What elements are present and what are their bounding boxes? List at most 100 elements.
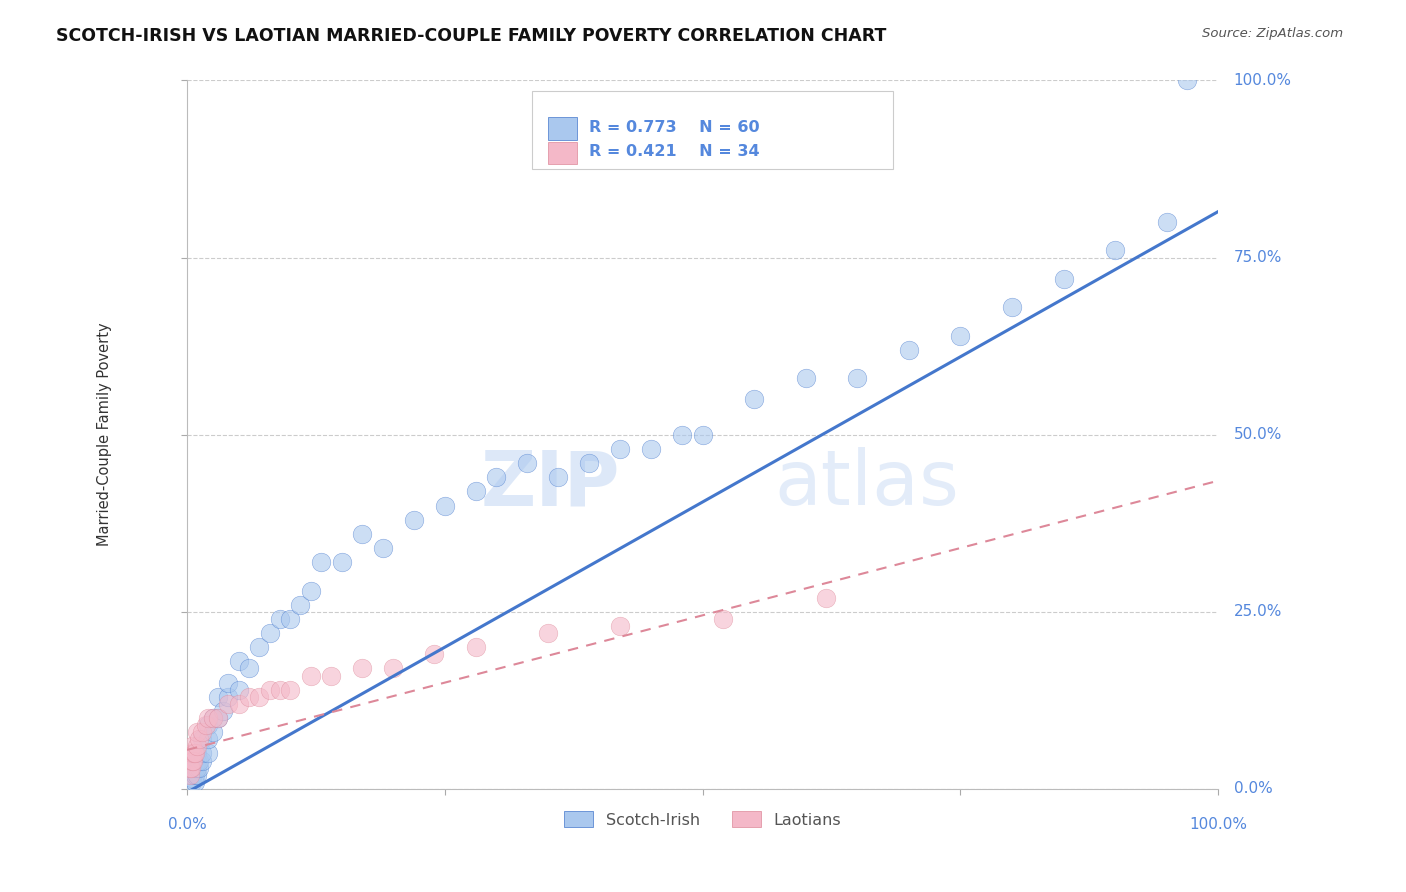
Point [815, 591, 838, 605]
Point [278, 612, 301, 626]
Point [247, 640, 270, 655]
Point [711, 612, 734, 626]
Point [1156, 215, 1178, 229]
Point [692, 427, 714, 442]
Text: Source: ZipAtlas.com: Source: ZipAtlas.com [1202, 27, 1343, 40]
Point [197, 747, 219, 761]
Point [180, 761, 202, 775]
Point [1175, 73, 1198, 87]
Point [382, 661, 405, 675]
Text: 75.0%: 75.0% [1233, 250, 1282, 265]
Point [186, 768, 208, 782]
Point [207, 711, 229, 725]
Point [217, 697, 239, 711]
Point [228, 654, 250, 668]
Text: ZIP: ZIP [481, 447, 620, 521]
Point [1001, 300, 1024, 314]
Point [537, 626, 560, 640]
Point [186, 725, 208, 739]
Point [247, 690, 270, 704]
Point [742, 392, 765, 407]
Point [181, 764, 204, 779]
Point [186, 739, 208, 754]
Point [191, 732, 214, 747]
Point [640, 442, 662, 456]
Point [299, 583, 322, 598]
Point [228, 697, 250, 711]
Point [212, 704, 235, 718]
Point [433, 499, 456, 513]
Point [186, 761, 208, 775]
Text: Married-Couple Family Poverty: Married-Couple Family Poverty [97, 323, 112, 547]
Point [402, 513, 425, 527]
Point [191, 747, 214, 761]
Point [186, 747, 208, 761]
Point [238, 690, 260, 704]
Point [191, 754, 214, 768]
Bar [533, 91, 893, 169]
Point [228, 682, 250, 697]
Point [181, 768, 204, 782]
Point [949, 328, 972, 343]
Text: 0.0%: 0.0% [1233, 781, 1272, 797]
Point [181, 774, 204, 789]
Point [181, 747, 204, 761]
Point [184, 747, 207, 761]
Text: 25.0%: 25.0% [1233, 604, 1282, 619]
Point [671, 427, 693, 442]
Point [485, 470, 508, 484]
Point [897, 343, 920, 357]
Point [259, 626, 281, 640]
Point [184, 761, 207, 775]
Point [179, 768, 201, 782]
Point [330, 555, 353, 569]
Point [183, 747, 205, 761]
Point [309, 555, 332, 569]
Text: 50.0%: 50.0% [1233, 427, 1282, 442]
Point [181, 754, 204, 768]
Point [179, 761, 201, 775]
Point [290, 598, 312, 612]
Point [259, 682, 281, 697]
Point [188, 754, 211, 768]
Point [184, 768, 207, 782]
Point [352, 526, 374, 541]
Bar [548, 142, 576, 164]
Text: R = 0.421    N = 34: R = 0.421 N = 34 [589, 145, 759, 160]
Text: R = 0.773    N = 60: R = 0.773 N = 60 [589, 120, 759, 135]
Point [181, 754, 204, 768]
Text: 100.0%: 100.0% [1233, 73, 1292, 88]
Point [516, 456, 538, 470]
Point [352, 661, 374, 675]
Point [197, 711, 219, 725]
Point [1052, 272, 1074, 286]
Point [194, 718, 217, 732]
Point [201, 711, 224, 725]
Point [299, 668, 322, 682]
Legend: Scotch-Irish, Laotians: Scotch-Irish, Laotians [558, 805, 848, 834]
Point [188, 761, 211, 775]
Point [547, 470, 569, 484]
Point [278, 682, 301, 697]
Point [181, 739, 204, 754]
Point [423, 647, 446, 661]
Text: SCOTCH-IRISH VS LAOTIAN MARRIED-COUPLE FAMILY POVERTY CORRELATION CHART: SCOTCH-IRISH VS LAOTIAN MARRIED-COUPLE F… [56, 27, 887, 45]
Point [609, 619, 631, 633]
Point [464, 640, 486, 655]
Point [1104, 244, 1126, 258]
Point [464, 484, 486, 499]
Point [191, 725, 214, 739]
Point [846, 371, 869, 385]
Point [188, 732, 211, 747]
Point [321, 668, 343, 682]
Point [207, 690, 229, 704]
Point [578, 456, 600, 470]
Text: atlas: atlas [775, 447, 960, 521]
Point [371, 541, 394, 555]
Point [609, 442, 631, 456]
Point [207, 711, 229, 725]
Point [238, 661, 260, 675]
Text: 100.0%: 100.0% [1189, 817, 1247, 832]
Point [269, 682, 291, 697]
Point [201, 725, 224, 739]
